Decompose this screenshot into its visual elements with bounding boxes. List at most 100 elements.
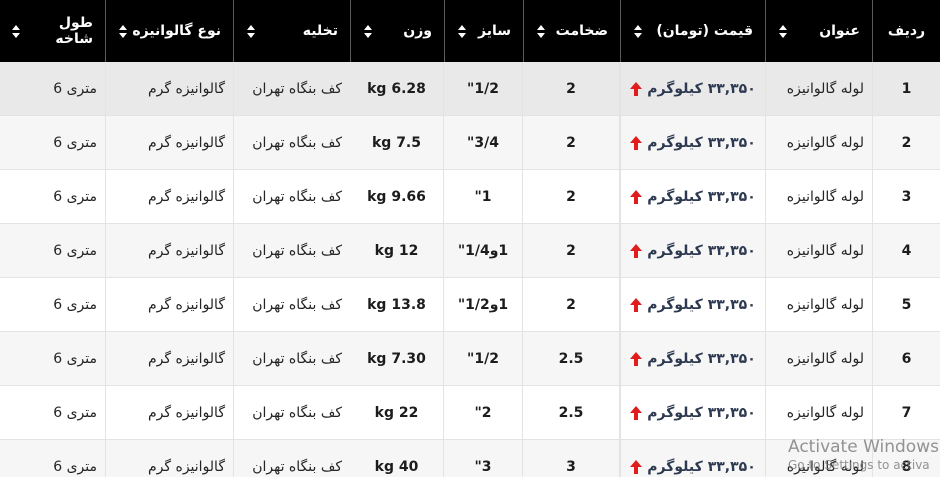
cell-row-number: 4 [872,224,940,277]
cell-branch-length: 6 متری [53,404,97,421]
cell-row-number: 1 [872,62,940,115]
price-unit-label: کیلوگرم [647,404,703,421]
header-label: طول شاخه [55,15,93,47]
header-zekhamat[interactable]: ضخامت [523,0,620,62]
cell-thickness: 3 [523,440,620,477]
cell-weight: kg 40 [350,440,444,477]
cell-galvanized-type: گالوانیزه گرم [105,332,233,385]
cell-galvanized-type: گالوانیزه گرم [105,62,233,115]
table-row: 2 لوله گالوانیزه ۳۳,۳۵۰ کیلوگرم 2 "3/4 k… [0,116,940,170]
price-increase-arrow-icon [630,352,642,366]
table-row: 3 لوله گالوانیزه ۳۳,۳۵۰ کیلوگرم 2 "1 kg … [0,170,940,224]
header-label: تخلیه [302,23,338,39]
price-increase-arrow-icon [630,406,642,420]
cell-unloading: کف بنگاه تهران [233,170,350,223]
cell-weight: kg 13.8 [350,278,444,331]
cell-price: ۳۳,۳۵۰ کیلوگرم [620,62,765,115]
header-vazn[interactable]: وزن [350,0,444,62]
price-value: ۳۳,۳۵۰ [707,404,756,421]
cell-price: ۳۳,۳۵۰ کیلوگرم [620,116,765,169]
cell-row-number: 6 [872,332,940,385]
header-takhlie[interactable]: تخلیه [233,0,350,62]
cell-price: ۳۳,۳۵۰ کیلوگرم [620,278,765,331]
cell-galvanized-type: گالوانیزه گرم [105,170,233,223]
cell-size: "2 [444,386,523,439]
cell-unloading: کف بنگاه تهران [233,278,350,331]
table-row: 6 لوله گالوانیزه ۳۳,۳۵۰ کیلوگرم 2.5 "1/2… [0,332,940,386]
sort-icon [778,25,787,38]
cell-thickness: 2 [523,62,620,115]
cell-title: لوله گالوانیزه [765,332,872,385]
cell-size: "3 [444,440,523,477]
table-header: ردیف عنوان قیمت (تومان) ضخامت سایز وزن ت… [0,0,940,62]
cell-unloading: کف بنگاه تهران [233,62,350,115]
cell-title: لوله گالوانیزه [765,386,872,439]
sort-icon [457,25,466,38]
cell-branch-length: 6 متری [53,296,97,313]
price-value: ۳۳,۳۵۰ [707,458,756,475]
cell-galvanized-type: گالوانیزه گرم [105,386,233,439]
header-label: قیمت (تومان) [656,23,753,39]
header-label: وزن [403,23,432,39]
price-value: ۳۳,۳۵۰ [707,80,756,97]
cell-title: لوله گالوانیزه [765,440,872,477]
price-increase-arrow-icon [630,298,642,312]
cell-title: لوله گالوانیزه [765,278,872,331]
cell-size: "1 [444,170,523,223]
header-label: سایز [478,23,511,39]
price-value: ۳۳,۳۵۰ [707,350,756,367]
table-row: 8 لوله گالوانیزه ۳۳,۳۵۰ کیلوگرم 3 "3 kg … [0,440,940,477]
cell-thickness: 2 [523,170,620,223]
header-label: ضخامت [555,23,608,39]
sort-icon [536,25,545,38]
cell-galvanized-type: گالوانیزه گرم [105,224,233,277]
price-unit-label: کیلوگرم [647,296,703,313]
cell-row-number: 5 [872,278,940,331]
table-row: 5 لوله گالوانیزه ۳۳,۳۵۰ کیلوگرم 2 "1/2و1… [0,278,940,332]
price-increase-arrow-icon [630,244,642,258]
cell-weight: kg 12 [350,224,444,277]
cell-weight: kg 7.30 [350,332,444,385]
cell-thickness: 2 [523,116,620,169]
cell-thickness: 2 [523,224,620,277]
header-noe[interactable]: نوع گالوانیزه [105,0,233,62]
cell-title: لوله گالوانیزه [765,116,872,169]
cell-row-number: 3 [872,170,940,223]
header-onvan[interactable]: عنوان [765,0,872,62]
cell-unloading: کف بنگاه تهران [233,116,350,169]
cell-weight: kg 7.5 [350,116,444,169]
header-gheymat[interactable]: قیمت (تومان) [620,0,765,62]
sort-icon [118,25,127,38]
cell-thickness: 2 [523,278,620,331]
cell-weight: kg 22 [350,386,444,439]
header-label: عنوان [819,23,860,39]
cell-weight: kg 9.66 [350,170,444,223]
sort-icon [363,25,372,38]
price-increase-arrow-icon [630,82,642,96]
cell-branch-length: 6 متری [53,134,97,151]
price-increase-arrow-icon [630,460,642,474]
price-unit-label: کیلوگرم [647,134,703,151]
cell-price: ۳۳,۳۵۰ کیلوگرم [620,386,765,439]
cell-unloading: کف بنگاه تهران [233,224,350,277]
cell-branch-length: 6 متری [53,80,97,97]
price-unit-label: کیلوگرم [647,350,703,367]
price-unit-label: کیلوگرم [647,80,703,97]
price-increase-arrow-icon [630,190,642,204]
header-size[interactable]: سایز [444,0,523,62]
cell-size: "1/2 [444,62,523,115]
header-tool[interactable]: طول شاخه [0,0,105,62]
cell-galvanized-type: گالوانیزه گرم [105,278,233,331]
table-row: 1 لوله گالوانیزه ۳۳,۳۵۰ کیلوگرم 2 "1/2 k… [0,62,940,116]
cell-size: "3/4 [444,116,523,169]
sort-icon [246,25,255,38]
cell-size: "1/2 [444,332,523,385]
cell-unloading: کف بنگاه تهران [233,386,350,439]
cell-title: لوله گالوانیزه [765,224,872,277]
cell-thickness: 2.5 [523,332,620,385]
price-unit-label: کیلوگرم [647,188,703,205]
price-value: ۳۳,۳۵۰ [707,188,756,205]
cell-price: ۳۳,۳۵۰ کیلوگرم [620,332,765,385]
